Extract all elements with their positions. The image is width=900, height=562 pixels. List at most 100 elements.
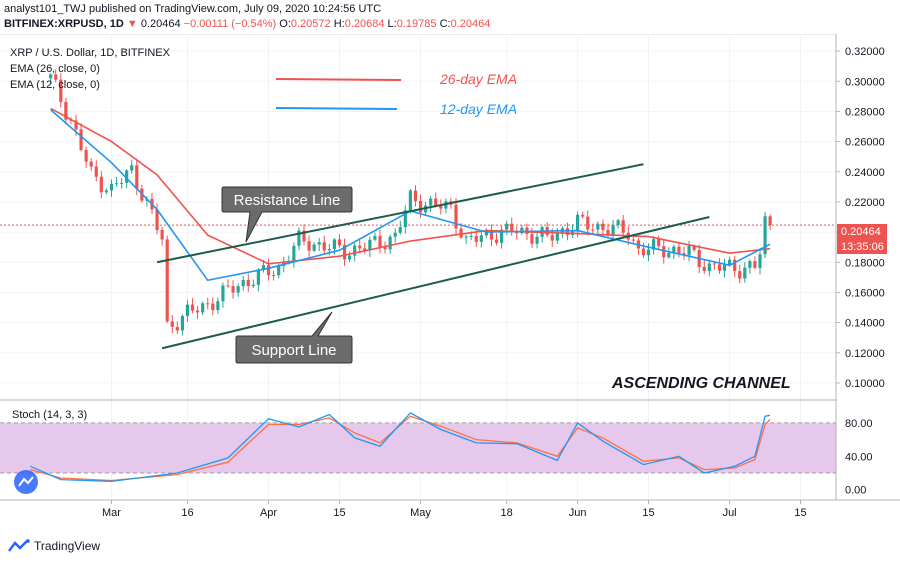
- candle-body[interactable]: [712, 263, 716, 265]
- candle-body[interactable]: [672, 246, 676, 253]
- candle-body[interactable]: [292, 245, 296, 262]
- candle-body[interactable]: [429, 198, 433, 206]
- candle-body[interactable]: [251, 284, 255, 287]
- candle-body[interactable]: [413, 190, 418, 202]
- candle-body[interactable]: [621, 220, 625, 233]
- candle-body[interactable]: [277, 265, 281, 276]
- candle-body[interactable]: [135, 165, 139, 189]
- candle-body[interactable]: [54, 74, 58, 80]
- candle-body[interactable]: [99, 176, 103, 193]
- candle-body[interactable]: [206, 303, 210, 305]
- candle-body[interactable]: [272, 275, 276, 277]
- candle-body[interactable]: [180, 316, 184, 331]
- candle-body[interactable]: [738, 271, 742, 279]
- candle-body[interactable]: [190, 304, 195, 311]
- candle-body[interactable]: [368, 239, 372, 251]
- candle-body[interactable]: [454, 204, 458, 229]
- candle-body[interactable]: [601, 223, 605, 231]
- candle-body[interactable]: [530, 233, 534, 244]
- candle-body[interactable]: [49, 74, 53, 79]
- candle-body[interactable]: [555, 232, 559, 241]
- candle-body[interactable]: [722, 264, 727, 271]
- candle-body[interactable]: [348, 255, 352, 260]
- candle-body[interactable]: [677, 246, 681, 254]
- candle-body[interactable]: [363, 248, 367, 251]
- candle-body[interactable]: [388, 236, 392, 250]
- candle-body[interactable]: [373, 236, 377, 240]
- candle-body[interactable]: [439, 205, 443, 209]
- candle-body[interactable]: [74, 120, 78, 130]
- candle-body[interactable]: [616, 220, 620, 225]
- candle-body[interactable]: [358, 245, 362, 249]
- candle-body[interactable]: [104, 190, 108, 193]
- candle-body[interactable]: [201, 303, 205, 313]
- candle-body[interactable]: [332, 239, 336, 250]
- candle-body[interactable]: [165, 239, 169, 322]
- candle-body[interactable]: [753, 261, 757, 268]
- candle-body[interactable]: [728, 259, 732, 265]
- candle-body[interactable]: [337, 239, 342, 246]
- candle-body[interactable]: [520, 227, 524, 234]
- candle-body[interactable]: [221, 285, 225, 302]
- tradingview-badge[interactable]: [14, 470, 38, 494]
- candle-body[interactable]: [211, 303, 215, 311]
- candle-body[interactable]: [717, 264, 722, 271]
- candle-body[interactable]: [494, 239, 499, 243]
- candle-body[interactable]: [170, 321, 174, 327]
- candle-body[interactable]: [322, 242, 326, 251]
- candle-body[interactable]: [469, 236, 473, 238]
- candle-body[interactable]: [667, 252, 671, 258]
- candle-body[interactable]: [434, 198, 438, 206]
- candle-body[interactable]: [646, 249, 651, 256]
- candle-body[interactable]: [758, 254, 762, 268]
- candle-body[interactable]: [317, 242, 321, 245]
- candle-body[interactable]: [327, 249, 331, 251]
- candle-body[interactable]: [185, 304, 190, 317]
- candle-body[interactable]: [94, 166, 98, 177]
- candle-body[interactable]: [550, 235, 554, 241]
- time-axis[interactable]: Mar 16 Apr 15 May 18 Jun 15 Jul 15: [102, 500, 807, 519]
- candle-body[interactable]: [64, 101, 68, 120]
- candle-body[interactable]: [768, 216, 772, 226]
- candle-body[interactable]: [596, 223, 600, 230]
- candle-body[interactable]: [236, 286, 240, 293]
- candle-body[interactable]: [591, 229, 595, 231]
- candle-body[interactable]: [652, 239, 656, 250]
- candle-body[interactable]: [125, 170, 129, 183]
- candle-body[interactable]: [89, 161, 93, 167]
- candle-body[interactable]: [510, 223, 514, 233]
- candle-body[interactable]: [535, 236, 539, 244]
- price-chart[interactable]: 0.32000 0.30000 0.28000 0.26000 0.24000 0.220…: [0, 34, 900, 534]
- candle-body[interactable]: [662, 246, 666, 258]
- resistance-trendline[interactable]: [156, 163, 644, 264]
- candle-body[interactable]: [312, 244, 316, 251]
- candle-body[interactable]: [353, 245, 357, 256]
- candle-body[interactable]: [155, 209, 159, 230]
- resistance-callout[interactable]: Resistance Line: [221, 186, 353, 243]
- support-trendline[interactable]: [161, 216, 710, 350]
- candle-body[interactable]: [748, 261, 752, 268]
- candle-body[interactable]: [464, 236, 468, 238]
- candle-body[interactable]: [733, 259, 737, 272]
- candle-body[interactable]: [378, 236, 382, 248]
- candle-body[interactable]: [515, 232, 519, 234]
- candle-body[interactable]: [246, 279, 250, 287]
- candle-body[interactable]: [682, 253, 686, 256]
- candle-body[interactable]: [84, 149, 88, 162]
- candle-body[interactable]: [342, 245, 347, 260]
- candle-body[interactable]: [743, 267, 747, 279]
- candle-body[interactable]: [505, 223, 509, 230]
- candle-body[interactable]: [763, 216, 767, 255]
- candle-body[interactable]: [59, 79, 63, 102]
- price-axis[interactable]: 0.32000 0.30000 0.28000 0.26000 0.24000 0.220…: [836, 46, 885, 390]
- candle-body[interactable]: [687, 245, 691, 256]
- footer-brand[interactable]: TradingView: [8, 539, 100, 553]
- candle-body[interactable]: [398, 227, 402, 233]
- candle-body[interactable]: [586, 216, 590, 230]
- candle-body[interactable]: [130, 165, 134, 171]
- candles[interactable]: [49, 69, 772, 336]
- candle-body[interactable]: [261, 265, 266, 270]
- candle-body[interactable]: [702, 266, 706, 272]
- candle-body[interactable]: [403, 210, 407, 228]
- candle-body[interactable]: [160, 229, 164, 240]
